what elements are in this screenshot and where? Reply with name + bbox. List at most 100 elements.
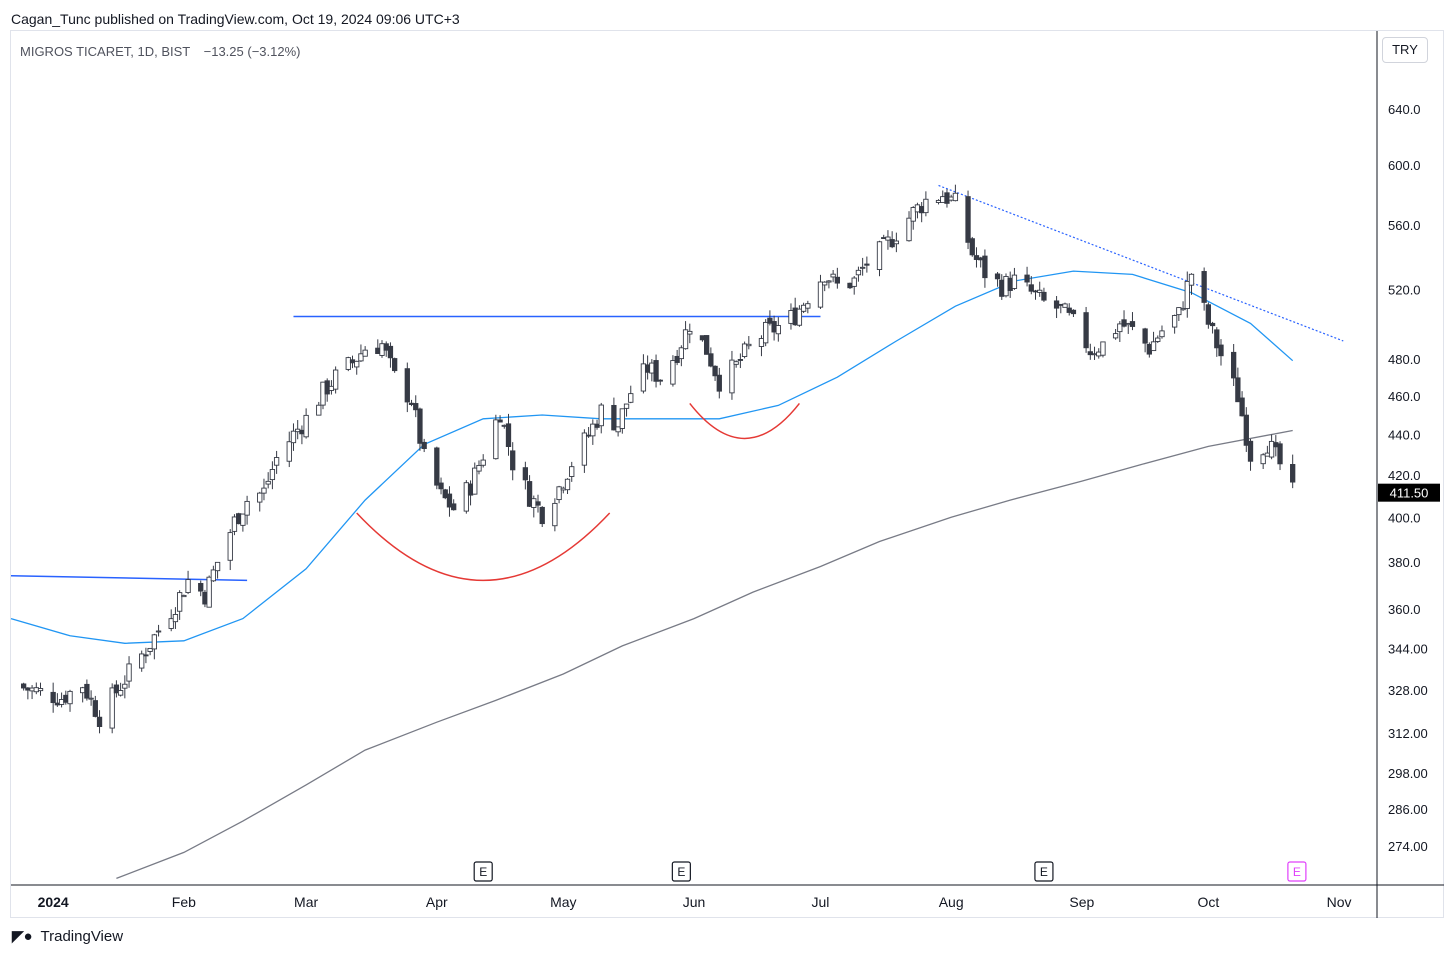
candle-body [172, 613, 179, 623]
currency-button[interactable]: TRY [1382, 37, 1428, 63]
candle-body [982, 255, 988, 279]
candle-body [965, 196, 971, 243]
candle-body [206, 576, 212, 608]
price-tick-label: 380.0 [1388, 555, 1421, 570]
candle-body [522, 467, 529, 481]
candle-body [63, 694, 69, 703]
candle-body [476, 464, 482, 472]
candle-body [1205, 304, 1212, 325]
candle-body [202, 591, 208, 605]
candle-body [729, 359, 735, 394]
candle-body [155, 630, 162, 633]
candle-body [244, 500, 250, 516]
candle-body [1273, 442, 1279, 448]
candle-body [1277, 443, 1283, 465]
candle-body [678, 347, 685, 360]
chart-frame [10, 30, 1444, 918]
cup-arc [689, 402, 800, 439]
candle-body [834, 276, 840, 284]
candle-body [442, 489, 448, 499]
candle-body [948, 196, 954, 201]
time-tick-label: Oct [1197, 894, 1219, 910]
candle-body [446, 493, 453, 508]
candle-body [800, 304, 807, 312]
candle-body [147, 647, 153, 652]
candle-body [687, 330, 693, 335]
candle-body [379, 343, 385, 356]
candle-body [805, 303, 811, 309]
earnings-marker-icon [1034, 861, 1054, 882]
price-tick-label: 312.00 [1388, 726, 1428, 741]
candle-body [1201, 271, 1207, 303]
candle-body [674, 355, 680, 363]
candle-body [1146, 344, 1152, 355]
candle-body [906, 217, 912, 242]
candle-body [619, 408, 625, 429]
candle-body [1112, 333, 1119, 339]
candle-body [316, 404, 322, 416]
price-tick-label: 440.0 [1388, 427, 1421, 442]
candle-body [733, 361, 739, 365]
candle-body [362, 349, 368, 357]
candle-body [611, 404, 617, 431]
candle-body [741, 343, 748, 358]
candle-body [826, 280, 832, 283]
candle-body [851, 277, 857, 287]
candle-body [855, 269, 862, 276]
candle-body [1032, 290, 1039, 293]
candle-body [20, 683, 27, 689]
candle-body [434, 447, 440, 486]
candle-body [889, 239, 895, 248]
candle-body [265, 480, 271, 485]
candle-body [392, 358, 398, 372]
candle-body [151, 634, 157, 650]
time-tick-label: Apr [426, 894, 448, 910]
candle-body [80, 687, 86, 694]
candle-body [885, 236, 891, 241]
candle-body [1214, 329, 1220, 349]
candle-body [88, 697, 94, 700]
time-tick-label: Jul [812, 894, 830, 910]
candle-body [531, 498, 537, 508]
candle-body [240, 513, 246, 526]
candle-body [497, 419, 503, 423]
candle-body [552, 502, 558, 527]
candle-body [1121, 319, 1127, 327]
candle-body [978, 257, 984, 261]
candle-body [864, 263, 870, 266]
earnings-marker-label: E [1040, 865, 1048, 879]
candle-body [1062, 303, 1068, 308]
candle-body [1117, 323, 1123, 333]
candle-body [973, 255, 980, 260]
candle-body [1041, 291, 1047, 301]
candle-body [1290, 464, 1296, 483]
candle-body [940, 196, 946, 203]
candle-body [383, 343, 389, 351]
candle-body [1037, 289, 1043, 293]
candle-body [944, 192, 950, 204]
candle-body [644, 364, 651, 373]
candle-body [623, 403, 630, 409]
candle-body [354, 360, 360, 368]
candle-body [214, 561, 221, 572]
candle-body [1053, 300, 1060, 309]
candle-body [670, 360, 676, 385]
time-tick-label: Jun [683, 894, 706, 910]
candle-body [320, 381, 326, 406]
candle-body [1235, 377, 1241, 403]
candle-body [792, 307, 798, 326]
price-tick-label: 480.0 [1388, 352, 1421, 367]
candle-body [859, 266, 866, 269]
candle-body [1070, 309, 1077, 315]
candle-body [113, 684, 120, 694]
candle-body [893, 240, 900, 245]
candle-body [708, 353, 714, 367]
symbol-name: MIGROS TICARET, 1D, BIST [20, 44, 190, 59]
candle-body [581, 432, 588, 466]
candle-body [585, 434, 592, 437]
candle-body [417, 408, 423, 444]
candle-body [37, 688, 44, 692]
candle-body [594, 423, 600, 428]
moving-average-line [10, 270, 1294, 644]
